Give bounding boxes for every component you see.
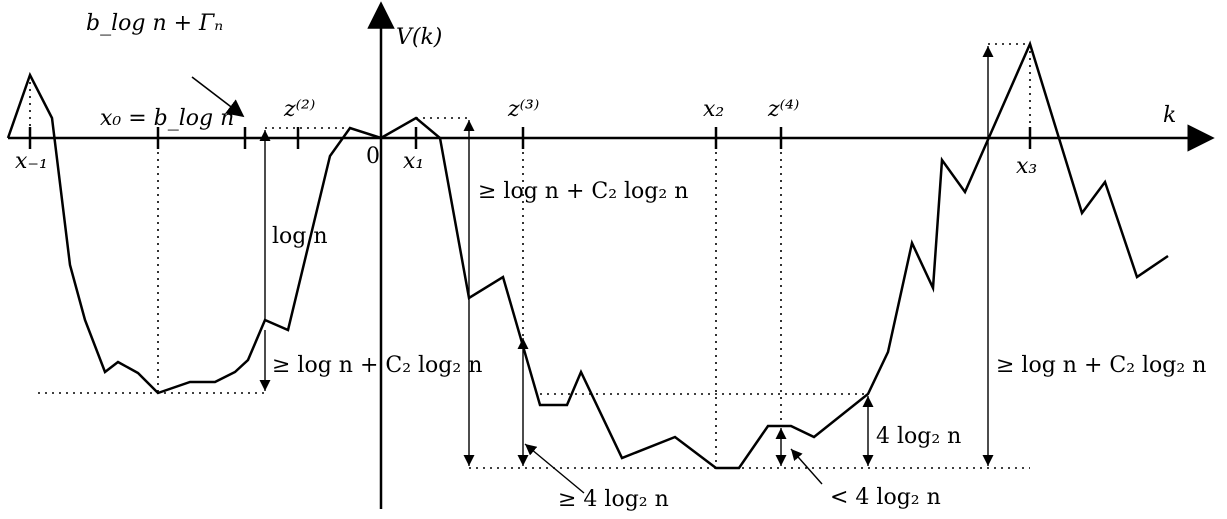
label-b-gamma: b_log n + Γₙ (86, 11, 223, 36)
label-x3: x₃ (1016, 154, 1037, 179)
measurement-arrows (191, 46, 994, 494)
label-mid-depth: ≥ log n + C₂ log₂ n (478, 179, 688, 204)
label-x2: x₂ (703, 97, 724, 122)
label-log-n: log n (272, 224, 328, 249)
label-right-small: 4 log₂ n (876, 424, 961, 449)
label-z3: z⁽³⁾ (507, 97, 539, 122)
pointer-b-gamma (191, 76, 245, 118)
label-x-minus-1: x₋₁ (15, 149, 48, 174)
potential-curve (6, 40, 1169, 470)
label-x1: x₁ (403, 149, 424, 174)
x-axis-label: k (1163, 103, 1176, 128)
label-z3-depth: ≥ 4 log₂ n (558, 487, 669, 512)
label-z4: z⁽⁴⁾ (767, 97, 799, 122)
pointer-z4-depth (790, 448, 823, 485)
label-right-height: ≥ log n + C₂ log₂ n (996, 353, 1206, 378)
y-axis-label: V(k) (396, 25, 442, 50)
dotted-guides (29, 43, 1031, 469)
label-left-depth: ≥ log n + C₂ log₂ n (272, 353, 482, 378)
origin-label: 0 (366, 144, 380, 169)
label-z2: z⁽²⁾ (283, 97, 315, 122)
label-z4-depth: < 4 log₂ n (830, 485, 941, 510)
axis-ticks (28, 127, 1032, 149)
pointer-z3-depth (524, 443, 585, 494)
label-x0: x₀ = b_log n (100, 106, 234, 131)
